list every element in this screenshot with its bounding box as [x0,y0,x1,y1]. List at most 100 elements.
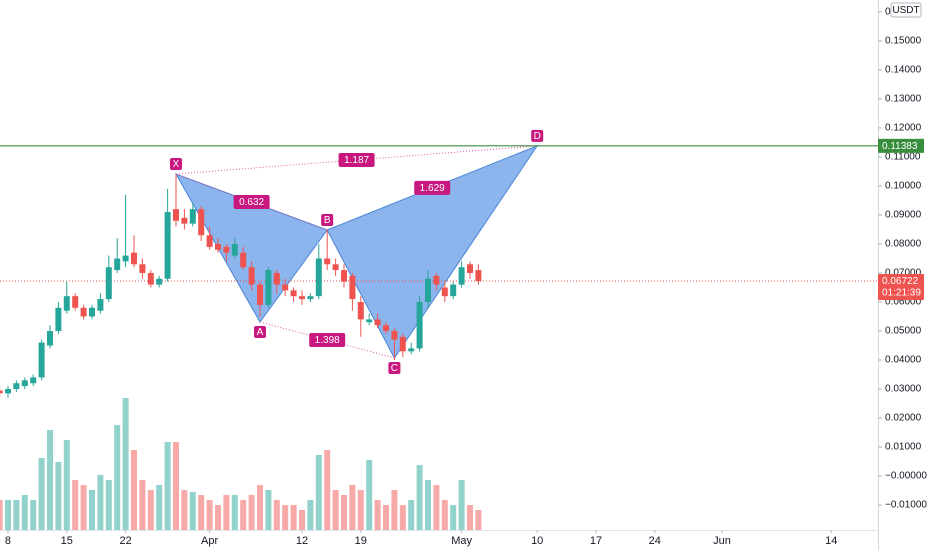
candle-body [21,380,28,387]
volume-bar [139,480,146,530]
candle-body [290,290,297,297]
volume-bar [13,500,20,530]
candle-body [172,209,179,221]
volume-bar [122,398,129,530]
volume-bar [198,495,205,530]
volume-bar [416,465,423,530]
candle-body [374,319,381,326]
volume-bar [97,475,104,530]
candle-body [0,390,3,394]
volume-bar [475,510,482,530]
volume-bar [80,485,87,530]
volume-bar [349,485,356,530]
candle-body [139,264,146,273]
point-label: C [391,363,398,374]
volume-bar [290,505,297,530]
volume-bar [206,500,213,530]
volume-bar [332,490,339,530]
point-label: A [257,327,264,338]
candle-body [408,348,415,352]
ratio-label-box [309,332,346,347]
candle-body [72,296,79,308]
candle-body [256,284,263,305]
y-tick-label: 0.06000 [885,297,922,308]
candle-body [366,319,373,323]
volume-bar [265,490,272,530]
volume-bar [4,500,11,530]
y-tick-label: −0.00000 [885,471,927,482]
candle-body [265,270,272,305]
y-tick-label: 0.02000 [885,413,922,424]
x-tick-label: 17 [590,535,602,547]
volume-bar [156,485,163,530]
volume-bar [298,510,305,530]
last-price-label: 0.06722 [882,276,919,287]
volume-bar [458,480,465,530]
x-tick-label: 22 [119,535,131,547]
volume-bar [399,505,406,530]
volume-bar [391,490,398,530]
x-tick-label: 12 [296,535,308,547]
y-tick-label: 0.03000 [885,384,922,395]
volume-bar [21,495,28,530]
candle-body [349,275,356,300]
x-tick-label: 19 [355,535,367,547]
y-tick-label: 0.05000 [885,326,922,337]
y-tick-label: 0.07000 [885,268,922,279]
candle-body [181,217,188,224]
candle-body [105,267,112,300]
volume-bar [315,455,322,530]
volume-bar [408,500,415,530]
candle-body [315,258,322,297]
y-tick-label: 0.04000 [885,355,922,366]
volume-bar [189,492,196,530]
point-label: B [324,215,331,226]
volume-bar [324,450,331,530]
candle-body [441,287,448,297]
candle-body [248,267,255,285]
volume-bar [282,505,289,530]
candle-body [189,209,196,224]
x-tick-label: 24 [649,535,661,547]
volume-bar [88,490,95,530]
candle-body [13,383,20,390]
volume-bar [46,430,53,530]
candle-body [240,252,247,268]
volume-bar [441,500,448,530]
volume-bar [164,442,171,530]
candle-body [391,330,398,340]
volume-bar [433,485,440,530]
candle-body [324,258,331,265]
volume-bar [114,425,121,530]
ratio-label-box [338,152,375,167]
volume-bar [374,500,381,530]
volume-bar [382,505,389,530]
point-label-box [321,214,334,227]
unit-box[interactable] [890,2,922,18]
x-tick-label: Apr [201,535,218,547]
y-tick-label: 0.01000 [885,442,922,453]
last-price-tag [878,274,924,301]
unit-label: USDT [892,5,919,16]
candle-body [416,301,423,349]
candle-body [475,270,482,282]
volume-bar [340,495,347,530]
volume-bar [240,500,247,530]
horizontal-line-label: 0.11383 [882,141,918,152]
x-tick-label: 14 [825,535,837,547]
ratio-label: 1.187 [344,155,369,166]
volume-bar [38,458,45,530]
volume-bar [223,495,230,530]
ratio-label-box [233,195,270,210]
x-tick-label: May [451,535,472,547]
candle-body [130,252,137,265]
candle-body [198,209,205,236]
candle-body [97,299,104,311]
volume-bar [63,440,70,530]
candle-body [46,330,53,346]
y-tick-label: 0.12000 [885,123,922,134]
candle-body [282,284,289,291]
candle-body [88,307,95,317]
y-tick-label: 0.09000 [885,210,922,221]
